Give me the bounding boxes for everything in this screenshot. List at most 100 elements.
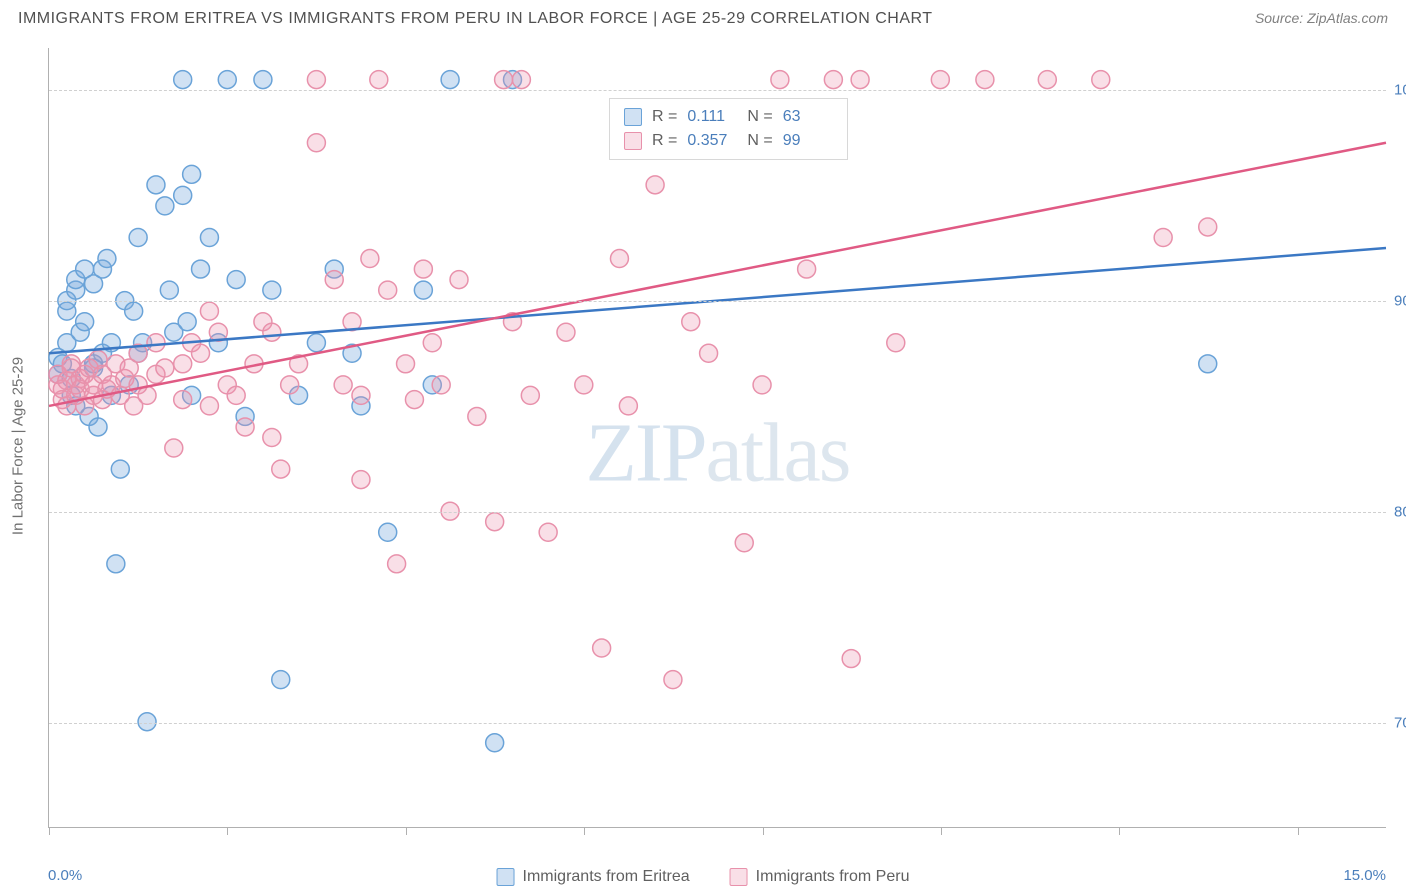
scatter-point xyxy=(227,271,245,289)
scatter-point xyxy=(98,250,116,268)
scatter-point xyxy=(352,471,370,489)
n-value: 99 xyxy=(783,129,833,153)
scatter-point xyxy=(432,376,450,394)
scatter-point xyxy=(423,334,441,352)
scatter-point xyxy=(397,355,415,373)
scatter-point xyxy=(307,334,325,352)
scatter-point xyxy=(125,302,143,320)
scatter-point xyxy=(307,71,325,89)
scatter-point xyxy=(272,460,290,478)
x-tick xyxy=(406,827,407,835)
scatter-point xyxy=(111,460,129,478)
stats-row: R = 0.111 N = 63 xyxy=(624,105,833,129)
n-label: N = xyxy=(747,129,772,153)
scatter-point xyxy=(307,134,325,152)
scatter-point xyxy=(887,334,905,352)
y-tick-label: 90.0% xyxy=(1394,292,1406,309)
scatter-point xyxy=(178,313,196,331)
scatter-point xyxy=(753,376,771,394)
x-max-label: 15.0% xyxy=(1343,867,1386,884)
scatter-point xyxy=(664,671,682,689)
scatter-point xyxy=(379,523,397,541)
scatter-point xyxy=(450,271,468,289)
gridline-h xyxy=(49,301,1386,302)
n-value: 63 xyxy=(783,105,833,129)
scatter-point xyxy=(700,344,718,362)
scatter-point xyxy=(486,734,504,752)
x-min-label: 0.0% xyxy=(48,867,82,884)
scatter-point xyxy=(521,386,539,404)
legend-bottom: Immigrants from Eritrea Immigrants from P… xyxy=(497,868,910,886)
r-value: 0.357 xyxy=(687,129,737,153)
scatter-point xyxy=(227,386,245,404)
scatter-point xyxy=(1154,228,1172,246)
scatter-point xyxy=(468,407,486,425)
scatter-point xyxy=(414,281,432,299)
x-tick xyxy=(227,827,228,835)
scatter-point xyxy=(263,281,281,299)
scatter-point xyxy=(156,359,174,377)
legend-swatch xyxy=(497,868,515,886)
scatter-point xyxy=(334,376,352,394)
scatter-point xyxy=(370,71,388,89)
scatter-point xyxy=(593,639,611,657)
scatter-point xyxy=(842,650,860,668)
plot-area: ZIPatlas R = 0.111 N = 63 R = 0.357 N = … xyxy=(48,48,1386,828)
x-tick xyxy=(584,827,585,835)
scatter-point xyxy=(254,71,272,89)
scatter-point xyxy=(174,71,192,89)
scatter-point xyxy=(76,313,94,331)
scatter-point xyxy=(512,71,530,89)
scatter-point xyxy=(1199,218,1217,236)
scatter-point xyxy=(160,281,178,299)
scatter-point xyxy=(388,555,406,573)
scatter-point xyxy=(192,344,210,362)
scatter-point xyxy=(263,429,281,447)
scatter-point xyxy=(682,313,700,331)
legend-label: Immigrants from Peru xyxy=(756,868,910,886)
legend-label: Immigrants from Eritrea xyxy=(523,868,690,886)
scatter-point xyxy=(89,418,107,436)
scatter-point xyxy=(200,397,218,415)
scatter-point xyxy=(824,71,842,89)
scatter-point xyxy=(575,376,593,394)
scatter-point xyxy=(129,228,147,246)
r-label: R = xyxy=(652,129,677,153)
scatter-point xyxy=(1092,71,1110,89)
scatter-point xyxy=(156,197,174,215)
scatter-point xyxy=(272,671,290,689)
scatter-point xyxy=(441,71,459,89)
n-label: N = xyxy=(747,105,772,129)
y-tick-label: 100.0% xyxy=(1394,82,1406,99)
scatter-point xyxy=(557,323,575,341)
title-bar: IMMIGRANTS FROM ERITREA VS IMMIGRANTS FR… xyxy=(0,0,1406,36)
scatter-point xyxy=(771,71,789,89)
scatter-point xyxy=(414,260,432,278)
correlation-stats-box: R = 0.111 N = 63 R = 0.357 N = 99 xyxy=(609,98,848,160)
scatter-point xyxy=(735,534,753,552)
stats-row: R = 0.357 N = 99 xyxy=(624,129,833,153)
source-label: Source: ZipAtlas.com xyxy=(1255,10,1388,26)
legend-swatch xyxy=(730,868,748,886)
legend-item: Immigrants from Eritrea xyxy=(497,868,690,886)
gridline-h xyxy=(49,90,1386,91)
scatter-point xyxy=(379,281,397,299)
series-swatch xyxy=(624,108,642,126)
gridline-h xyxy=(49,512,1386,513)
scatter-point xyxy=(539,523,557,541)
scatter-point xyxy=(646,176,664,194)
scatter-point xyxy=(352,386,370,404)
scatter-point xyxy=(236,418,254,436)
x-tick xyxy=(1119,827,1120,835)
scatter-point xyxy=(200,302,218,320)
scatter-point xyxy=(218,71,236,89)
scatter-point xyxy=(405,391,423,409)
legend-item: Immigrants from Peru xyxy=(730,868,910,886)
x-tick xyxy=(763,827,764,835)
x-tick xyxy=(49,827,50,835)
y-axis-label: In Labor Force | Age 25-29 xyxy=(10,357,27,535)
scatter-point xyxy=(183,165,201,183)
scatter-point xyxy=(174,186,192,204)
scatter-point xyxy=(147,334,165,352)
scatter-point xyxy=(174,355,192,373)
